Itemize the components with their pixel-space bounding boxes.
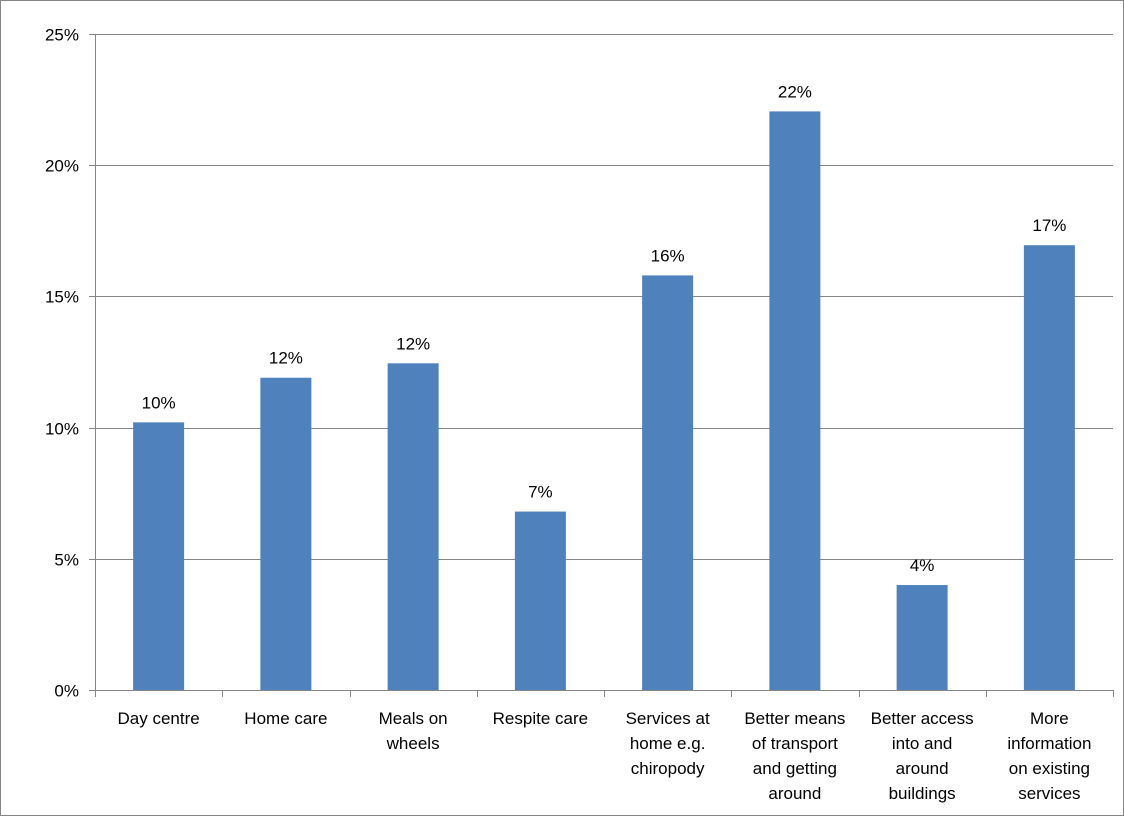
data-label: 12% — [269, 349, 303, 368]
data-label: 10% — [142, 393, 176, 412]
bar — [896, 585, 948, 690]
x-category-label: Day centre — [118, 709, 200, 728]
bar — [514, 511, 566, 690]
bar — [260, 377, 312, 690]
data-label: 7% — [528, 483, 553, 502]
x-category-label: More information on existing services — [1007, 709, 1091, 803]
bar — [642, 275, 694, 690]
bar — [387, 363, 439, 690]
x-category-label: Services at home e.g. chiropody — [626, 709, 710, 778]
data-labels: 10% 12% 12% 7% 16% 22% 4% 17% — [142, 82, 1067, 575]
x-axis — [89, 34, 1114, 697]
y-tick-label: 0% — [54, 682, 79, 701]
x-category-label: Home care — [244, 709, 327, 728]
y-tick-label: 15% — [45, 288, 79, 307]
y-tick-label: 5% — [54, 551, 79, 570]
data-label: 12% — [396, 334, 430, 353]
x-axis-category-labels: Day centre Home care Meals on wheels Respite… — [118, 709, 1092, 803]
data-label: 17% — [1032, 216, 1066, 235]
y-axis-tick-labels: 0% 5% 10% 15% 20% 25% — [45, 26, 79, 701]
y-tick-label: 10% — [45, 420, 79, 439]
y-tick-label: 20% — [45, 157, 79, 176]
bar — [1023, 245, 1075, 690]
y-tick-label: 25% — [45, 26, 79, 45]
x-category-label: Better means of transport and getting aroun… — [744, 709, 845, 803]
data-label: 4% — [910, 556, 935, 575]
x-category-label: Meals on wheels — [379, 709, 448, 753]
x-category-label: Better access into and around buildings — [871, 709, 974, 803]
data-label: 16% — [651, 246, 685, 265]
bar — [133, 422, 185, 690]
x-category-label: Respite care — [493, 709, 588, 728]
bar — [769, 111, 821, 690]
bars — [133, 111, 1075, 690]
data-label: 22% — [778, 82, 812, 101]
gridlines — [95, 34, 1113, 560]
